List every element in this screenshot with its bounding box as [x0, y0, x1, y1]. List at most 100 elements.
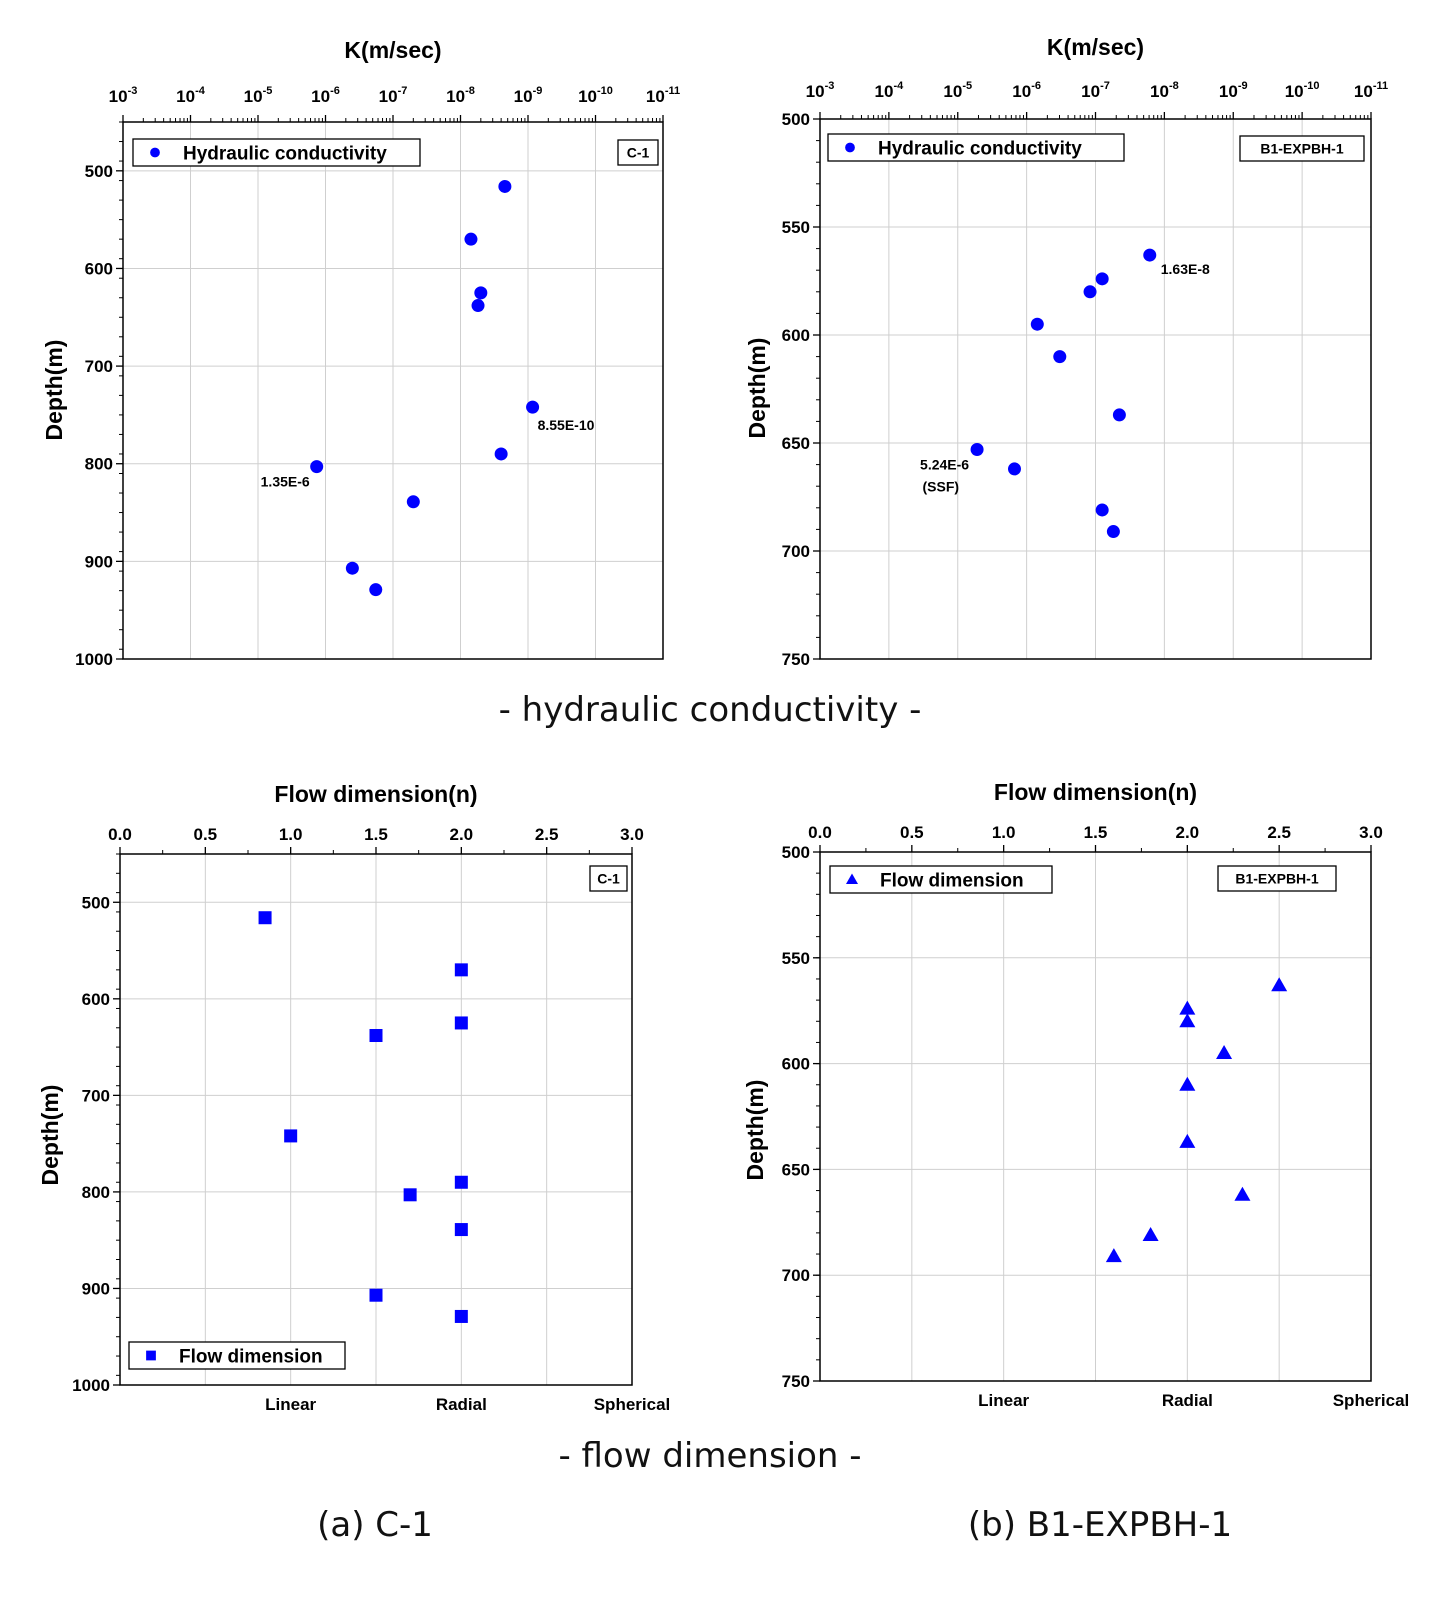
data-point: [310, 460, 324, 474]
x-tick-label: 2.0: [1176, 823, 1200, 842]
x-tick-label: 2.5: [535, 825, 559, 844]
y-tick-label: 900: [85, 552, 113, 571]
x-axis-title: Flow dimension(n): [274, 781, 477, 807]
data-point: [1179, 1013, 1196, 1028]
y-tick-label: 600: [82, 990, 110, 1009]
legend-label: Hydraulic conductivity: [183, 144, 387, 165]
data-point: [1143, 248, 1157, 262]
x-tick-label: 1.5: [1084, 823, 1108, 842]
y-tick-label: 650: [782, 1160, 810, 1179]
panel-tag-box: [1239, 135, 1365, 162]
data-point: [403, 1188, 417, 1202]
y-tick-label: 900: [82, 1279, 110, 1298]
data-point: [369, 583, 383, 597]
data-point: [1271, 977, 1288, 992]
legend-label: Hydraulic conductivity: [878, 139, 1082, 160]
data-point: [1083, 285, 1097, 299]
data-point: [454, 1016, 468, 1030]
x-tick-label: 1.5: [364, 825, 388, 844]
x-tick-label: 3.0: [620, 825, 644, 844]
bottom-label-radial: Radial: [1162, 1391, 1213, 1410]
data-point: [1007, 462, 1021, 476]
bottom-label-spherical: Spherical: [594, 1395, 671, 1414]
data-point: [1105, 1248, 1122, 1263]
y-tick-label: 700: [782, 542, 810, 561]
data-point: [1179, 1076, 1196, 1091]
x-tick-label: 10-5: [244, 85, 273, 106]
legend-label: Flow dimension: [880, 871, 1024, 892]
x-tick-label: 3.0: [1359, 823, 1383, 842]
x-tick-label: 10-7: [1081, 80, 1110, 101]
y-tick-label: 800: [82, 1183, 110, 1202]
data-point: [1179, 1133, 1196, 1148]
data-point: [454, 963, 468, 977]
data-point: [471, 299, 485, 313]
y-tick-label: 550: [782, 949, 810, 968]
y-tick-label: 700: [85, 357, 113, 376]
y-axis-title: Depth(m): [41, 340, 67, 441]
legend-marker: [150, 147, 160, 158]
data-point: [494, 447, 508, 461]
legend-label: Flow dimension: [179, 1347, 323, 1368]
y-axis-title: Depth(m): [742, 1080, 768, 1181]
x-tick-label: 2.5: [1267, 823, 1291, 842]
x-tick-label: 10-5: [943, 80, 972, 101]
data-point: [258, 911, 272, 925]
data-point: [474, 286, 488, 300]
x-tick-label: 10-11: [1354, 80, 1388, 101]
y-tick-label: 500: [782, 843, 810, 862]
y-tick-label: 800: [85, 455, 113, 474]
data-point: [1142, 1226, 1159, 1241]
y-tick-label: 600: [782, 1055, 810, 1074]
data-point: [1030, 317, 1044, 331]
panel-tag: C-1: [627, 145, 650, 161]
data-point: [454, 1309, 468, 1323]
data-point: [454, 1175, 468, 1189]
y-axis-title: Depth(m): [744, 338, 770, 439]
data-point: [464, 232, 478, 246]
x-tick-label: 0.5: [900, 823, 924, 842]
y-tick-label: 600: [85, 259, 113, 278]
data-point: [345, 561, 359, 575]
panel-tag: C-1: [597, 871, 620, 887]
y-tick-label: 500: [82, 893, 110, 912]
panel-tag-box: [617, 139, 659, 166]
x-tick-label: 1.0: [279, 825, 303, 844]
x-tick-label: 10-8: [1150, 80, 1179, 101]
data-point: [498, 179, 512, 193]
x-axis-title: Flow dimension(n): [994, 779, 1197, 805]
data-point: [369, 1288, 383, 1302]
bottom-label-linear: Linear: [265, 1395, 316, 1414]
x-tick-label: 1.0: [992, 823, 1016, 842]
panel-tag: B1-EXPBH-1: [1235, 871, 1318, 887]
data-point: [1095, 272, 1109, 286]
data-point: [1179, 1000, 1196, 1015]
y-tick-label: 600: [782, 326, 810, 345]
x-tick-label: 10-3: [806, 80, 835, 101]
data-point: [1095, 503, 1109, 517]
data-annotation: 1.35E-6: [261, 474, 310, 490]
x-tick-label: 10-10: [1285, 80, 1320, 101]
x-tick-label: 10-4: [875, 80, 905, 101]
y-axis-title: Depth(m): [37, 1085, 63, 1186]
caption-flow-dimension: - flow dimension -: [558, 1436, 862, 1476]
data-annotation: 1.63E-8: [1161, 261, 1210, 277]
x-tick-label: 0.0: [108, 825, 132, 844]
x-tick-label: 10-4: [176, 85, 206, 106]
y-tick-label: 1000: [75, 650, 113, 669]
data-annotation: 5.24E-6: [920, 456, 969, 472]
y-tick-label: 750: [782, 650, 810, 669]
legend-box: [829, 865, 1053, 894]
legend-marker: [846, 873, 858, 884]
chart-panel-0: 10-3 10-4 10-5 10-6 10-7 10-8 10-9 10-10 10-11 50…: [41, 37, 680, 669]
data-annotation: (SSF): [923, 478, 960, 494]
x-tick-label: 0.0: [808, 823, 832, 842]
panel-tag: B1-EXPBH-1: [1260, 141, 1343, 157]
legend-box: [128, 1341, 346, 1370]
data-point: [406, 495, 420, 509]
y-tick-label: 550: [782, 218, 810, 237]
data-point: [526, 400, 540, 414]
x-tick-label: 10-7: [379, 85, 408, 106]
data-point: [1216, 1045, 1233, 1060]
